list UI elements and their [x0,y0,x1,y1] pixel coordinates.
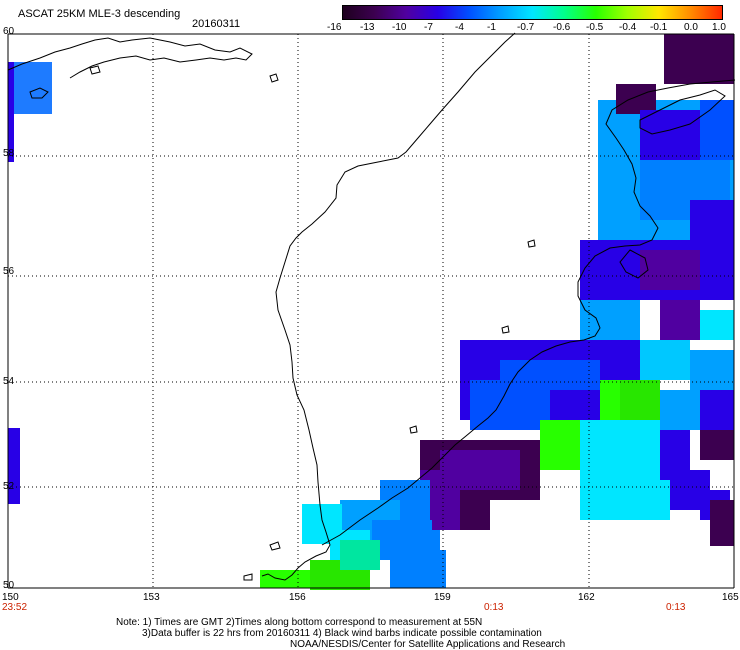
wind-data-cells [8,34,734,590]
note-line-3: NOAA/NESDIS/Center for Satellite Applica… [290,639,566,650]
wind-cell [340,540,380,570]
colorbar-gradient [343,6,722,19]
wind-cell [660,390,700,430]
coastline [269,73,279,83]
map-title: ASCAT 25KM MLE-3 descending [18,8,181,20]
coastline [7,37,253,79]
colorbar [342,5,723,20]
coastline [261,32,516,581]
wind-cell [640,340,690,380]
wind-cell [660,300,700,340]
coastline [409,425,418,434]
colorbar-label: -4 [455,22,464,33]
lat-tick-label: 58 [3,148,15,159]
wind-cell [700,310,734,340]
lon-tick-label: 156 [289,592,306,603]
lon-tick-label: 150 [2,592,19,603]
lon-tick-label: 162 [578,592,595,603]
colorbar-label: -10 [392,22,407,33]
coastline [29,87,49,99]
note-line-2: 3)Data buffer is 22 hrs from 20160311 4)… [142,628,542,639]
coastline [89,65,101,75]
wind-cell [540,420,580,470]
note-line-1: Note: 1) Times are GMT 2)Times along bot… [116,617,483,628]
colorbar-label: -7 [424,22,433,33]
coastline [321,79,736,546]
lat-tick-label: 60 [3,26,15,37]
colorbar-label: -16 [327,22,342,33]
lon-tick-label: 159 [434,592,451,603]
colorbar-label: -13 [360,22,375,33]
wind-cell [390,550,446,588]
colorbar-label: -0.1 [650,22,668,33]
wind-cell [580,480,670,520]
coastline [527,239,536,248]
wind-cell [8,428,20,504]
wind-cell [620,380,660,420]
wind-cell [640,250,700,290]
wind-cell [8,62,14,162]
lon-tick-label: 165 [722,592,739,603]
wind-cell [600,340,640,380]
colorbar-label: 1.0 [712,22,726,33]
wind-cell [690,350,734,390]
colorbar-labels: -16 -13 -10 -7 -4 -1 -0.7 -0.6 -0.5 -0.4… [327,22,726,34]
colorbar-label: -1 [487,22,496,33]
lat-tick-label: 56 [3,266,15,277]
lat-tick-label: 50 [3,580,15,591]
colorbar-label: -0.6 [553,22,571,33]
lat-lon-grid [7,33,735,589]
colorbar-label: 0.0 [684,22,698,33]
coastline [501,325,510,334]
time-label-mid: 0:13 [484,602,504,613]
wind-cell [616,84,656,114]
colorbar-label: -0.7 [517,22,535,33]
wind-cell [640,110,700,160]
map-date: 20160311 [192,18,241,30]
wind-cell [664,34,734,84]
wind-cell [700,430,734,460]
wind-cell [420,530,440,550]
wind-cell [710,500,734,546]
coastline [269,541,281,551]
coastline [243,573,253,581]
colorbar-label: -0.4 [619,22,637,33]
time-label-right: 0:13 [666,602,686,613]
wind-cell [700,390,734,430]
lat-tick-label: 54 [3,376,15,387]
wind-cell [460,490,490,530]
wind-cell [700,100,734,160]
time-label-left: 23:52 [2,602,28,613]
wind-cell [580,300,640,340]
lat-tick-label: 52 [3,481,15,492]
wind-cell [8,62,52,114]
coastline [619,249,649,279]
wind-cell [580,420,660,480]
lon-tick-label: 153 [143,592,160,603]
colorbar-label: -0.5 [586,22,604,33]
coastline [639,89,726,135]
